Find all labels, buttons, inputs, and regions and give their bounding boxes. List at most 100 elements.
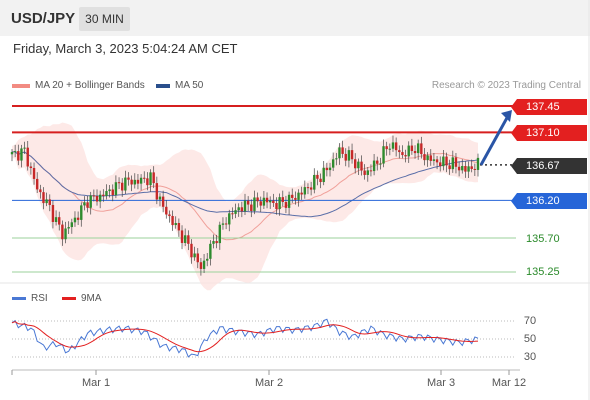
timeframe-button[interactable]: 30 MIN <box>79 7 130 31</box>
candle <box>297 192 300 200</box>
candle <box>451 157 455 170</box>
candle <box>108 189 111 192</box>
candle <box>17 151 20 161</box>
candle <box>272 200 275 204</box>
candle <box>461 166 464 171</box>
ma9-swatch <box>62 297 76 300</box>
candle <box>155 183 159 200</box>
candle <box>369 170 373 172</box>
candle <box>127 177 130 180</box>
candle <box>51 204 55 222</box>
candle <box>268 200 272 203</box>
candle <box>325 167 329 171</box>
candle <box>64 228 67 240</box>
candle <box>165 206 168 215</box>
candle <box>23 147 26 149</box>
candle <box>354 159 357 169</box>
candle <box>54 217 58 222</box>
candle <box>202 260 206 269</box>
legend-bollinger-label: MA 20 + Bollinger Bands <box>35 80 145 91</box>
candle <box>234 210 237 214</box>
candle <box>171 215 174 226</box>
candle <box>61 224 64 240</box>
candle <box>67 227 70 229</box>
x-label-mar1: Mar 1 <box>81 377 111 389</box>
candle <box>102 194 105 196</box>
candle <box>426 155 429 161</box>
candle <box>121 182 124 191</box>
candle <box>319 178 322 183</box>
projection-arrow-head <box>501 110 512 122</box>
candle <box>45 199 48 204</box>
candle <box>322 167 325 183</box>
candle <box>183 235 187 243</box>
candle <box>388 148 392 150</box>
candle <box>457 166 461 171</box>
candle <box>294 197 297 200</box>
candle <box>95 195 99 202</box>
candle <box>313 174 316 190</box>
legend-rsi-label: RSI <box>31 293 48 304</box>
candle <box>445 156 448 166</box>
level-tag-137-45: 137.45 <box>511 99 587 115</box>
candle <box>250 204 253 211</box>
candle <box>363 170 366 175</box>
candle <box>212 241 215 244</box>
candle <box>372 160 376 172</box>
candle <box>26 147 29 167</box>
candle <box>416 143 420 154</box>
rsi-level-30: 30 <box>523 351 537 363</box>
candle <box>89 195 92 208</box>
candle <box>158 196 162 200</box>
candle <box>168 214 171 216</box>
candle <box>29 166 33 169</box>
candle <box>360 161 363 171</box>
candle <box>382 146 385 164</box>
candle <box>221 223 225 225</box>
candle <box>215 241 218 244</box>
symbol-title: USD/JPY <box>11 10 76 27</box>
legend-9ma-label: 9MA <box>81 293 102 304</box>
candle <box>350 150 354 160</box>
ma50-swatch <box>156 83 170 88</box>
candle <box>111 189 114 196</box>
candle <box>420 143 423 155</box>
candle <box>291 194 294 198</box>
bollinger-swatch <box>12 83 30 88</box>
candle <box>152 172 155 184</box>
candle <box>180 230 184 243</box>
candle <box>278 197 281 210</box>
candle <box>335 158 338 160</box>
credit-text: Research © 2023 Trading Central <box>431 80 581 91</box>
candle <box>117 182 121 184</box>
candle <box>124 177 127 191</box>
candle <box>316 174 319 179</box>
candle <box>470 166 473 169</box>
candle <box>139 177 143 184</box>
candle <box>407 145 410 157</box>
candle <box>209 243 212 259</box>
candle <box>76 217 80 220</box>
header-bar: USD/JPY 30 MIN <box>0 0 590 36</box>
rsi-swatch <box>12 297 26 300</box>
candle <box>196 253 199 263</box>
candle <box>338 147 341 159</box>
rsi-level-70: 70 <box>523 315 537 327</box>
candle <box>435 159 439 163</box>
candle <box>73 217 77 223</box>
level-tag-135-70: 135.70 <box>526 233 560 245</box>
candle <box>454 157 458 167</box>
candle <box>347 150 351 161</box>
candle <box>58 217 61 225</box>
candle <box>114 182 118 196</box>
candle <box>246 200 250 205</box>
candle <box>429 155 432 161</box>
ma20-line <box>11 151 479 241</box>
candle <box>262 197 266 206</box>
candle <box>136 179 140 184</box>
x-label-mar12: Mar 12 <box>491 377 527 389</box>
candle <box>146 178 149 186</box>
candle <box>413 151 417 154</box>
candle <box>410 145 414 152</box>
